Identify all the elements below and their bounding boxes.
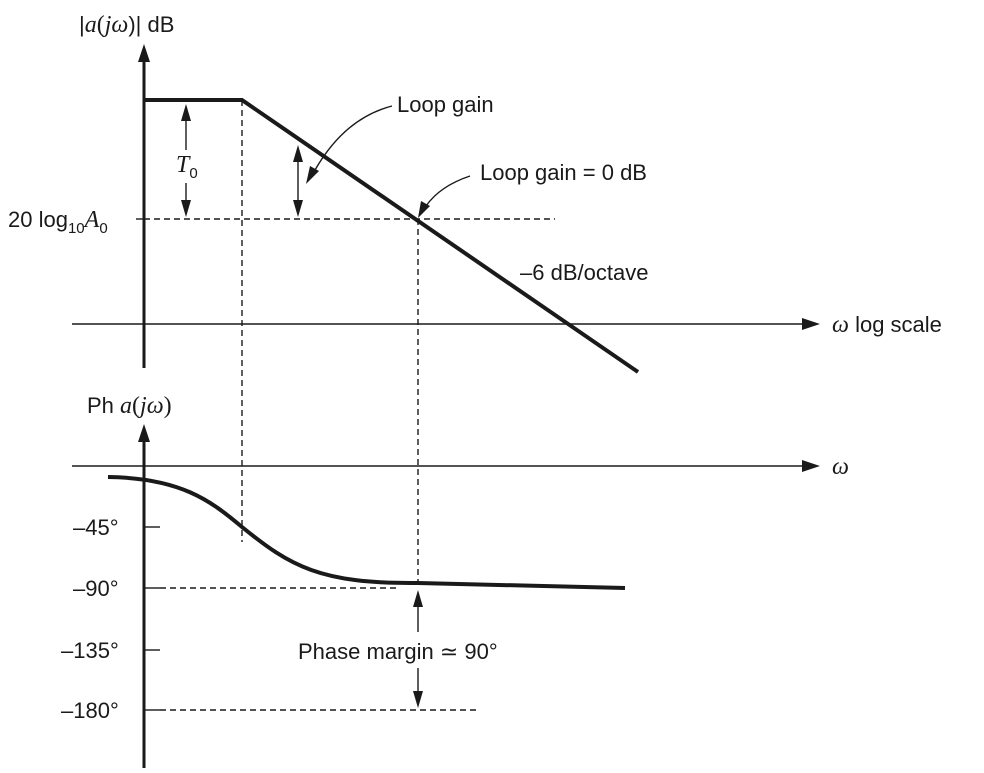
loop-gain-leader-arrowhead bbox=[306, 166, 319, 184]
t0-label: T0 bbox=[176, 152, 198, 182]
loop-gain-label: Loop gain bbox=[397, 92, 494, 117]
slope-label: –6 dB/octave bbox=[520, 260, 648, 285]
crossover-leader bbox=[425, 175, 471, 207]
phase-margin-label: Phase margin ≃ 90° bbox=[298, 639, 498, 664]
tick-label-minus-90: –90° bbox=[73, 576, 119, 601]
phase-x-axis-arrowhead bbox=[802, 460, 820, 472]
closed-loop-gain-level-label: 20 log10A0 bbox=[8, 207, 108, 237]
loop-gain-dimension-arrow bbox=[293, 145, 303, 217]
phase-plot: Ph a(jω) ω –45° –90° –135° –180° Phase m… bbox=[61, 393, 849, 768]
tick-label-minus-45: –45° bbox=[73, 515, 119, 540]
tick-label-minus-135: –135° bbox=[61, 638, 119, 663]
magnitude-curve bbox=[144, 98, 640, 374]
magnitude-x-axis-arrowhead bbox=[802, 318, 820, 330]
t0-dimension-arrows bbox=[181, 104, 191, 217]
magnitude-x-axis-label: ω log scale bbox=[832, 312, 942, 338]
crossover-leader-arrowhead bbox=[418, 201, 430, 218]
phase-y-axis-label: Ph a(jω) bbox=[87, 393, 172, 419]
magnitude-y-axis-arrowhead bbox=[138, 44, 150, 62]
crossover-label: Loop gain = 0 dB bbox=[480, 160, 647, 185]
tick-label-minus-180: –180° bbox=[61, 698, 119, 723]
magnitude-plot: |a(jω)| dB ω log scale 20 log10A0 T0 bbox=[8, 12, 942, 374]
magnitude-y-axis-label: |a(jω)| dB bbox=[79, 12, 174, 38]
phase-x-axis-label: ω bbox=[832, 454, 849, 480]
phase-curve bbox=[107, 475, 626, 590]
phase-margin-arrows bbox=[413, 590, 423, 708]
phase-y-axis-arrowhead bbox=[138, 424, 150, 442]
loop-gain-leader bbox=[314, 105, 393, 171]
